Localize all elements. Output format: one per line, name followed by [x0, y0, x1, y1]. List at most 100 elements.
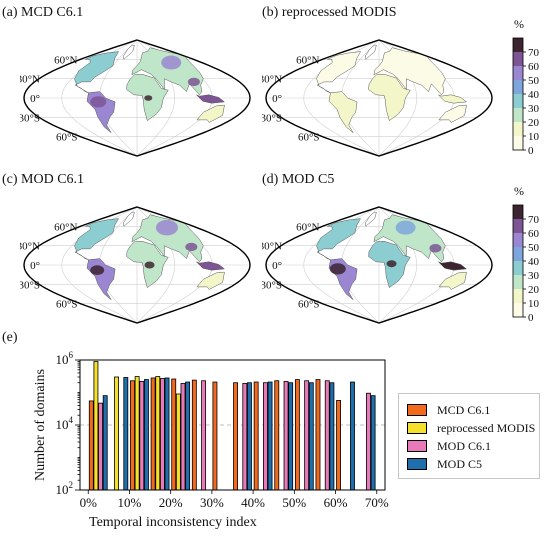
colorbar-segment — [513, 247, 523, 261]
colorbar-tick-label: 50 — [528, 75, 540, 87]
map-outline — [23, 206, 251, 324]
bar — [283, 380, 289, 491]
bar — [155, 376, 161, 491]
bar — [191, 379, 197, 491]
bar — [175, 393, 181, 491]
bar — [253, 381, 259, 491]
land-indonesia — [196, 261, 226, 271]
bar — [212, 381, 218, 491]
bar — [324, 380, 330, 491]
bar — [102, 395, 108, 491]
bar — [171, 378, 177, 491]
latitude-label: 30°S — [20, 279, 40, 291]
bar — [139, 380, 145, 491]
latitude-label: 60°S — [298, 132, 320, 144]
bar — [159, 378, 165, 491]
colorbar-segment — [513, 66, 523, 80]
bar — [201, 380, 207, 491]
map-outline — [23, 39, 251, 157]
latitude-label: 60°S — [56, 132, 78, 144]
colorbar-segment — [513, 108, 523, 122]
latitude-label: 30°N — [262, 241, 282, 253]
bar — [134, 376, 140, 491]
bar — [370, 395, 376, 491]
colorbar-segment — [513, 52, 523, 66]
land-australia — [438, 271, 467, 290]
land-greenland — [123, 44, 135, 60]
colorbar-segment — [513, 233, 523, 247]
legend-swatch — [407, 440, 427, 452]
map-title-a: (a) MCD C6.1 — [2, 5, 84, 20]
bar — [308, 382, 314, 491]
bar — [315, 379, 321, 491]
legend-item-mcd-c61: MCD C6.1 — [399, 402, 539, 418]
bar — [267, 381, 273, 491]
colorbar-tick-label: 60 — [528, 61, 540, 73]
colorbar-tick-label: 30 — [528, 103, 540, 115]
land-australia — [196, 271, 225, 290]
map-d: 60°N 30°N 0° 30°S 60°S — [262, 206, 493, 324]
hotspot — [185, 242, 198, 252]
bar — [366, 392, 371, 491]
x-tick-label: 70% — [365, 495, 389, 510]
latitude-label: 60°N — [54, 221, 77, 233]
colorbar-tick-label: 60 — [528, 228, 540, 240]
bar — [247, 382, 252, 491]
land-northAmerica — [316, 51, 362, 94]
x-tick-label: 10% — [118, 495, 142, 510]
legend-label: MCD C6.1 — [437, 403, 491, 417]
bar — [294, 379, 300, 491]
latitude-label: 0° — [30, 260, 40, 272]
colorbar-segment — [513, 205, 523, 219]
latitude-label: 60°S — [56, 299, 78, 311]
colorbar-segment — [513, 80, 523, 94]
colorbar-unit-top: % — [514, 17, 524, 31]
colorbar-top: 0 10 20 30 40 50 60 70 — [512, 37, 540, 157]
bar — [180, 383, 186, 491]
land-indonesia — [196, 94, 226, 104]
land-indonesia — [438, 94, 468, 104]
colorbar-tick-label: 50 — [528, 242, 540, 254]
hotspot — [144, 95, 153, 101]
colorbar-tick-label: 20 — [528, 284, 540, 296]
land-eurasia — [131, 47, 204, 96]
colorbar-tick-label: 40 — [528, 256, 540, 268]
latitude-label: 0° — [30, 93, 40, 105]
map-title-c: (c) MOD C6.1 — [2, 172, 85, 187]
latitude-label: 60°N — [296, 221, 319, 233]
land-greenland — [123, 211, 135, 227]
bar — [288, 382, 294, 491]
colorbar-segment — [513, 136, 523, 150]
bar — [185, 381, 191, 491]
legend-item-mod-c5: MOD C5 — [399, 456, 539, 472]
latitude-label: 30°N — [262, 74, 282, 86]
land-northAmerica — [74, 51, 120, 94]
colorbar-tick-label: 70 — [528, 47, 540, 59]
land-eurasia — [131, 214, 204, 263]
legend-label: MOD C6.1 — [437, 439, 492, 453]
bar — [130, 380, 135, 491]
hotspot — [155, 219, 178, 236]
hotspot — [395, 220, 416, 235]
colorbar-bottom: 0 10 20 30 40 50 60 70 — [512, 204, 540, 324]
hotspot — [144, 261, 155, 269]
bar — [114, 376, 119, 491]
x-tick-label: 50% — [282, 495, 306, 510]
land-indonesia — [438, 261, 468, 271]
map-a: 60°N 30°N 0° 30°S 60°S — [20, 39, 251, 157]
hotspot — [90, 96, 107, 108]
x-tick-label: 30% — [200, 495, 224, 510]
land-australia — [196, 104, 225, 123]
latitude-label: 30°S — [262, 112, 282, 124]
land-northAmerica — [74, 218, 120, 261]
bar — [242, 383, 248, 491]
y-tick-label: 106 — [56, 350, 74, 367]
latitude-label: 30°N — [20, 241, 40, 253]
colorbar-segment — [513, 122, 523, 136]
legend-item-mod-c61: MOD C6.1 — [399, 438, 539, 454]
map-title-b: (b) reprocessed MODIS — [262, 5, 397, 20]
land-eurasia — [373, 214, 446, 263]
land-southAmerica — [328, 91, 358, 133]
latitude-label: 30°S — [20, 112, 40, 124]
latitude-label: 30°S — [262, 279, 282, 291]
